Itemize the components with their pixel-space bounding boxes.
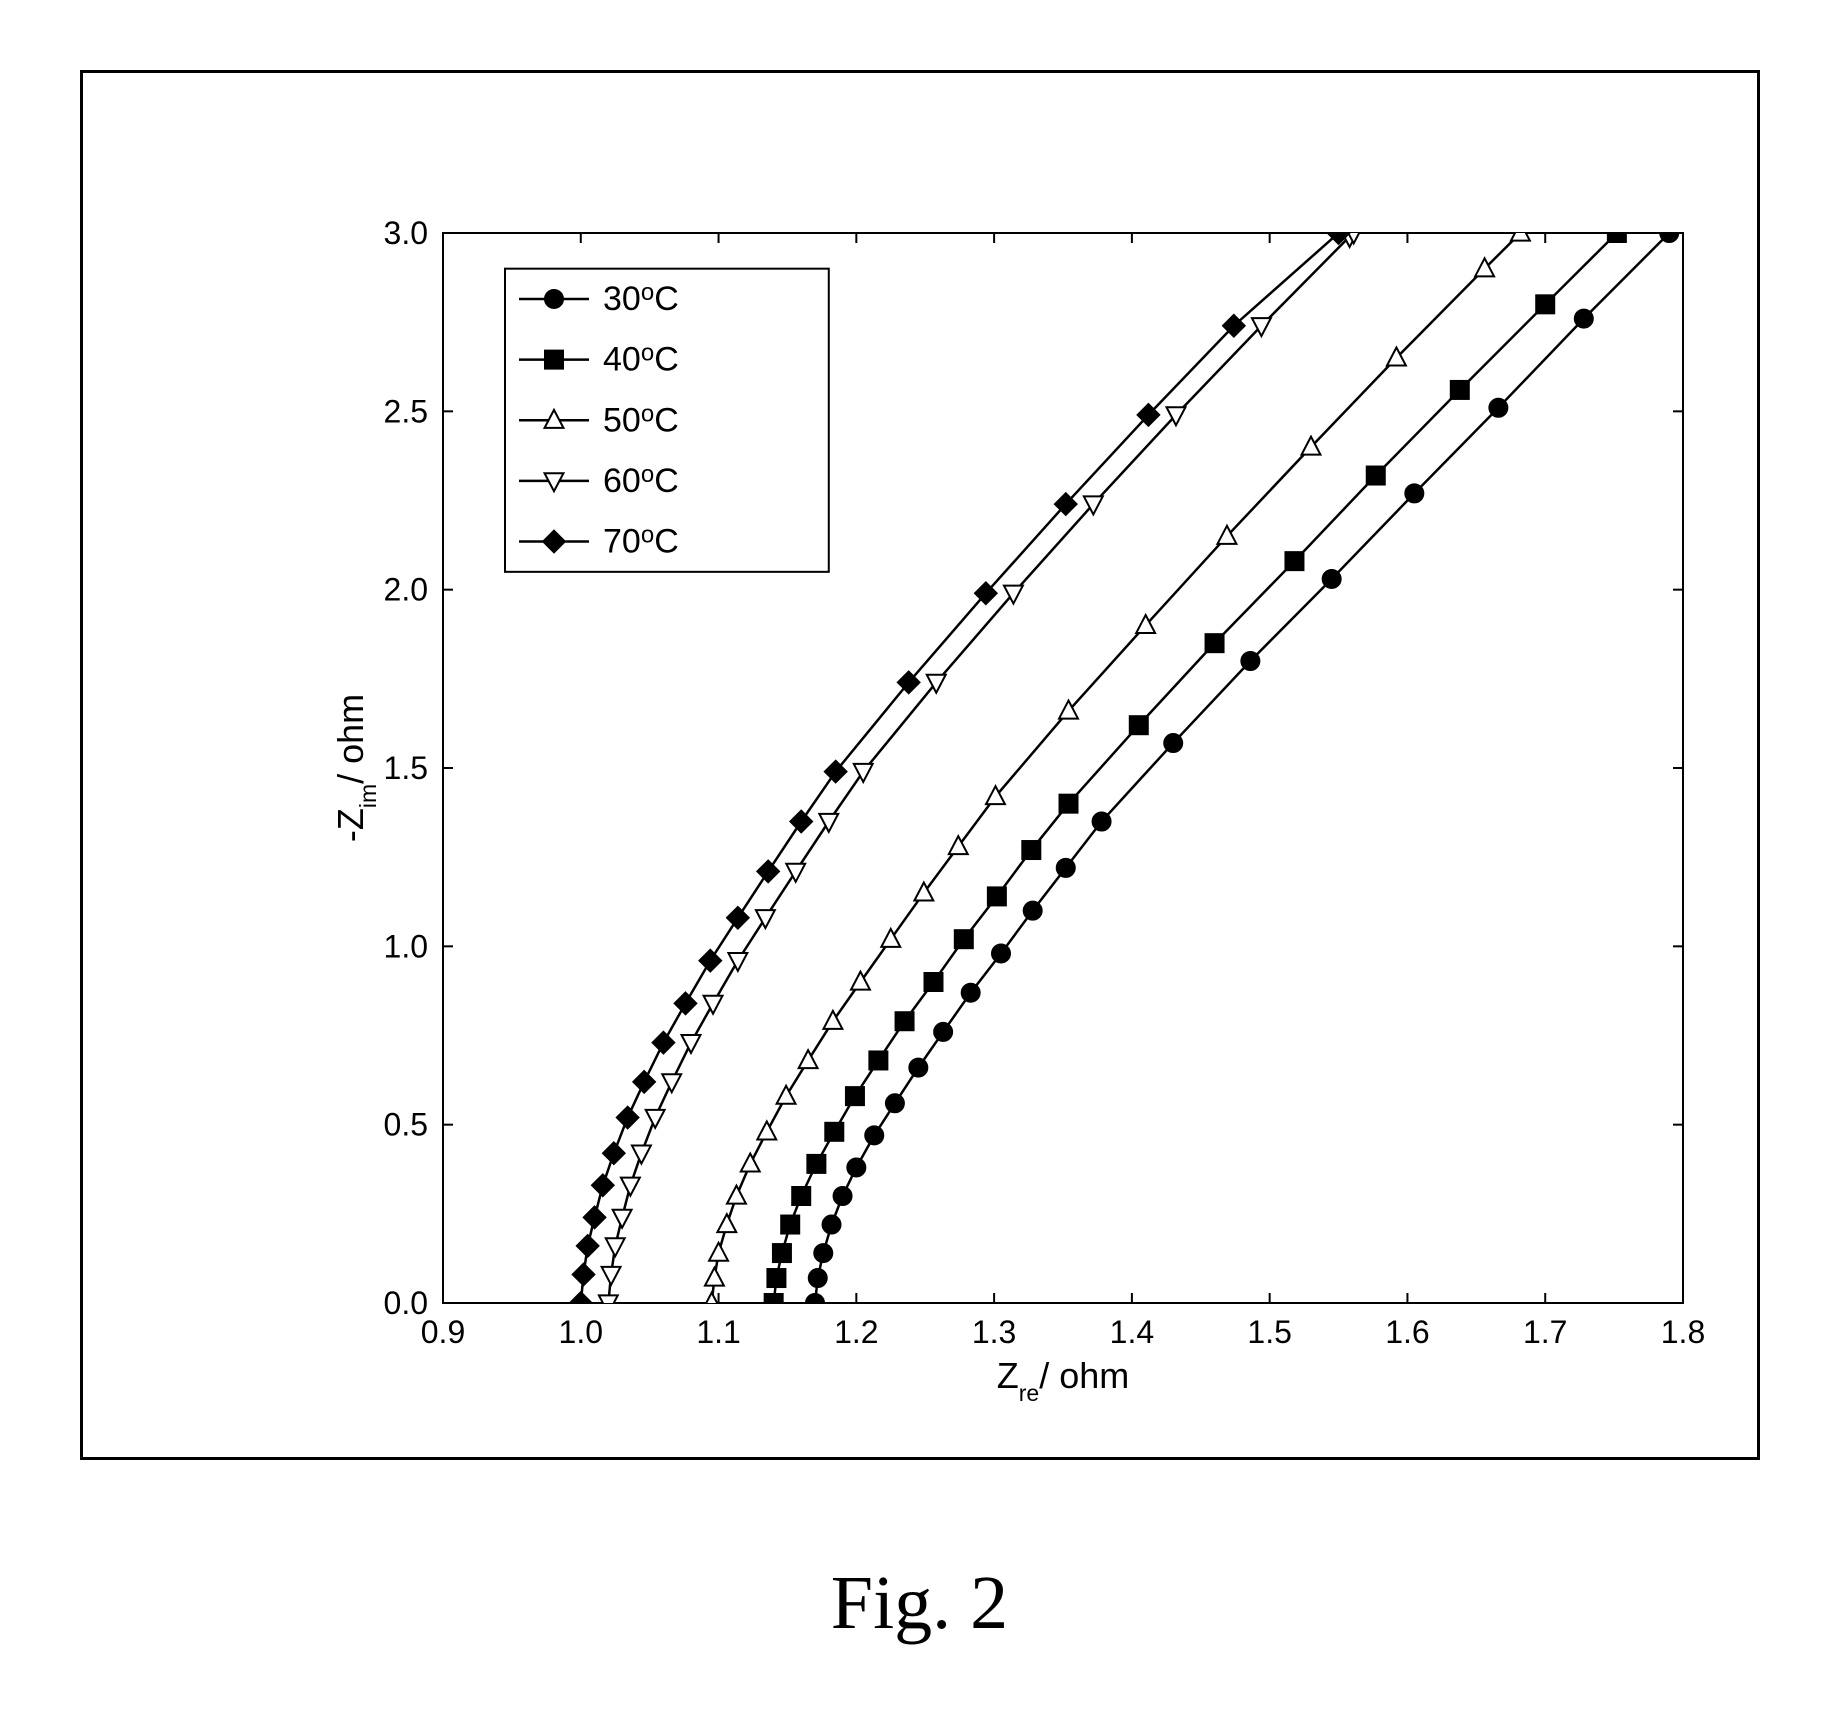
legend: 30oC40oC50oC60oC70oC [505, 269, 829, 572]
svg-text:1.5: 1.5 [1247, 1314, 1291, 1350]
nyquist-chart: 0.91.01.11.21.31.41.51.61.71.80.00.51.01… [333, 213, 1713, 1413]
figure-caption: Fig. 2 [0, 1560, 1839, 1647]
svg-text:1.6: 1.6 [1385, 1314, 1429, 1350]
svg-text:1.2: 1.2 [834, 1314, 878, 1350]
svg-text:1.4: 1.4 [1110, 1314, 1154, 1350]
svg-text:1.7: 1.7 [1523, 1314, 1567, 1350]
figure-outer-frame: 0.91.01.11.21.31.41.51.61.71.80.00.51.01… [80, 70, 1760, 1460]
svg-text:1.1: 1.1 [696, 1314, 740, 1350]
svg-text:Zre/ ohm: Zre/ ohm [997, 1355, 1130, 1406]
svg-text:1.5: 1.5 [384, 750, 428, 786]
svg-text:1.0: 1.0 [384, 928, 428, 964]
svg-text:1.8: 1.8 [1661, 1314, 1705, 1350]
svg-text:1.0: 1.0 [559, 1314, 603, 1350]
svg-text:3.0: 3.0 [384, 215, 428, 251]
svg-text:0.0: 0.0 [384, 1285, 428, 1321]
svg-text:0.5: 0.5 [384, 1107, 428, 1143]
svg-text:2.5: 2.5 [384, 393, 428, 429]
svg-text:2.0: 2.0 [384, 572, 428, 608]
svg-text:-Zim/ ohm: -Zim/ ohm [333, 694, 381, 842]
svg-text:1.3: 1.3 [972, 1314, 1016, 1350]
